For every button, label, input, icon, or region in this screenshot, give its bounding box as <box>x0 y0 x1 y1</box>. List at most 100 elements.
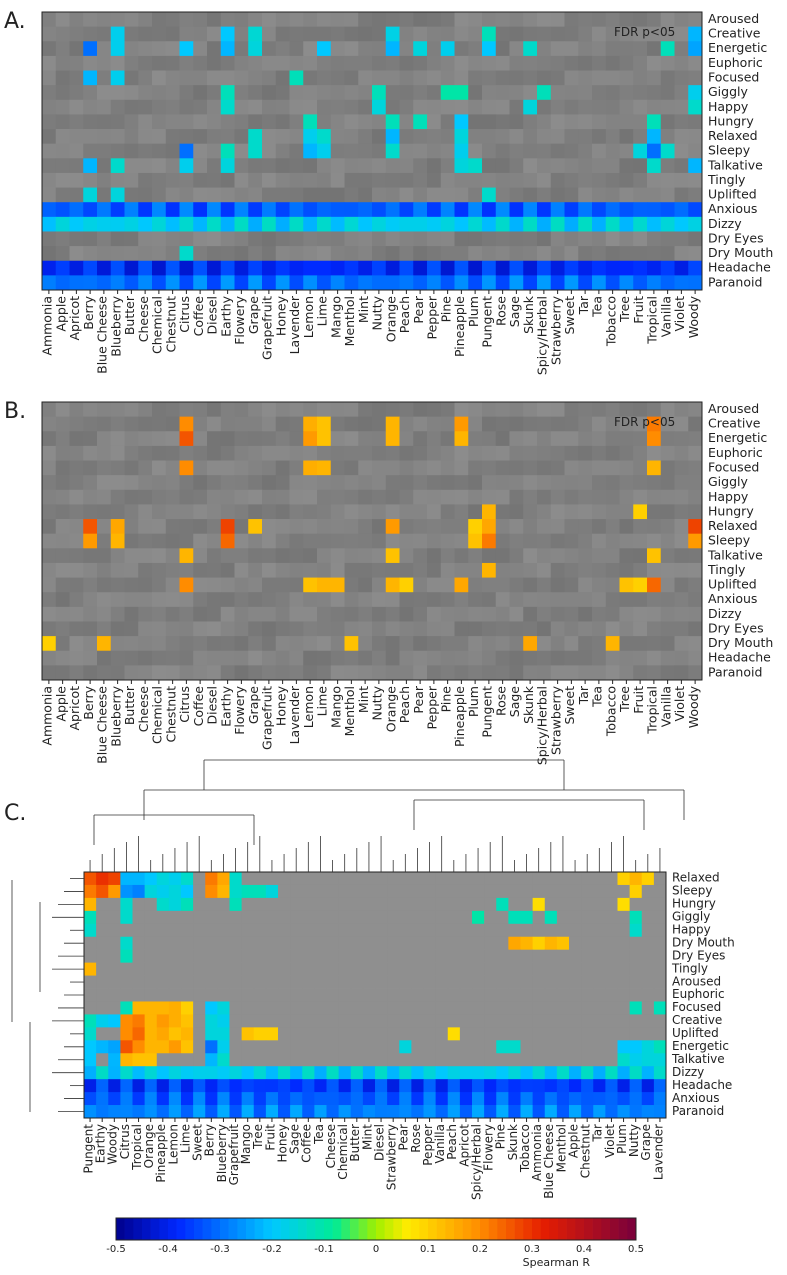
cell-Talkative-Tar <box>593 1053 606 1067</box>
cell-Aroused-Tropical <box>647 402 662 418</box>
cell-Dizzy-Apricot <box>69 216 84 232</box>
cell-Uplifted-Lemon <box>303 577 318 593</box>
cell-Aroused-Blue Cheese <box>97 12 112 28</box>
cell-Headache-Spicy/Herbal <box>472 1079 485 1093</box>
cell-Relaxed-Rose <box>495 519 510 535</box>
cell-Uplifted-Honey <box>275 187 290 203</box>
cell-Relaxed-Diesel <box>207 129 222 145</box>
cell-Happy-Berry <box>83 99 98 115</box>
cell-Giggly-Lime <box>317 475 332 491</box>
cell-Relaxed-Skunk <box>508 872 521 886</box>
col-label: Mango <box>239 1124 253 1164</box>
cell-Creative-Pine <box>440 26 455 42</box>
cell-Focused-Earthy <box>220 70 235 86</box>
cell-Dry Mouth-Butter <box>350 936 364 951</box>
cell-Hungry-Mango <box>330 504 345 520</box>
cell-Happy-Pear <box>413 489 428 505</box>
colorbar-swatch <box>454 1218 463 1240</box>
cell-Dry Eyes-Lime <box>317 231 332 247</box>
cell-Tingly-Lemon <box>168 962 182 976</box>
row-label: Sleepy <box>672 884 712 898</box>
col-label: Apple <box>53 296 68 332</box>
cell-Euphoric-Skunk <box>523 55 538 71</box>
cell-Giggly-Chestnut <box>165 85 180 101</box>
cell-Sleepy-Tar <box>578 533 593 549</box>
cell-Relaxed-Tar <box>578 129 593 145</box>
cell-Tingly-Grape <box>248 562 263 578</box>
cell-Headache-Cheese <box>138 650 153 666</box>
cell-Energetic-Sage <box>290 1040 303 1054</box>
cell-Sleepy-Chestnut <box>581 884 594 899</box>
cell-Tingly-Blue Cheese <box>97 562 112 578</box>
cell-Anxious-Tea <box>314 1092 327 1106</box>
cell-Hungry-Mango <box>241 897 255 912</box>
cell-Dry Eyes-Mint <box>358 231 373 247</box>
cell-Dry Mouth-Chestnut <box>165 246 180 262</box>
cell-Focused-Tropical <box>647 460 662 476</box>
cell-Headache-Woody <box>108 1079 121 1093</box>
cell-Uplifted-Rose <box>495 577 510 593</box>
cell-Uplifted-Vanilla <box>660 577 675 593</box>
cell-Sleepy-Strawberry <box>387 884 400 899</box>
cell-Euphoric-Chestnut <box>165 55 180 71</box>
cell-Hungry-Chemical <box>152 504 167 520</box>
cell-Anxious-Pineapple <box>454 592 469 608</box>
cell-Happy-Flowery <box>484 923 497 938</box>
cell-Headache-Berry <box>83 650 98 666</box>
cell-Hungry-Blue Cheese <box>544 897 558 912</box>
cell-Headache-Tree <box>619 650 634 666</box>
cell-Hungry-Chestnut <box>581 897 594 912</box>
colorbar-swatch <box>298 1218 307 1240</box>
col-label: Cheese <box>136 686 151 733</box>
cell-Tingly-Skunk <box>523 172 538 188</box>
cell-Relaxed-Peach <box>399 519 414 535</box>
cell-Energetic-Pungent <box>482 41 497 57</box>
cell-Dry Mouth-Orange <box>144 936 158 951</box>
cell-Dry Eyes-Citrus <box>120 949 133 964</box>
cell-Happy-Menthol <box>344 99 359 115</box>
cell-Giggly-Woody <box>688 475 703 491</box>
cell-Focused-Pungent <box>84 1001 97 1015</box>
cell-Anxious-Berry <box>83 592 98 608</box>
cell-Talkative-Apple <box>569 1053 582 1067</box>
cell-Uplifted-Nutty <box>372 187 387 203</box>
cell-Headache-Diesel <box>207 260 222 276</box>
cell-Tingly-Apple <box>55 562 70 578</box>
cell-Euphoric-Sage <box>509 55 524 71</box>
cell-Euphoric-Grapefruit <box>262 445 277 461</box>
cell-Paranoid-Tobacco <box>605 275 620 291</box>
cell-Sleepy-Vanilla <box>660 533 675 549</box>
cell-Tingly-Plum <box>468 562 483 578</box>
cell-Anxious-Tea <box>592 592 607 608</box>
cell-Giggly-Violet <box>605 910 618 925</box>
cell-Dizzy-Pepper <box>427 216 442 232</box>
cell-Creative-Plum <box>617 1014 631 1028</box>
cell-Paranoid-Blueberry <box>110 665 125 681</box>
cell-Relaxed-Cheese <box>138 129 153 145</box>
cell-Giggly-Honey <box>275 475 290 491</box>
cell-Hungry-Lavender <box>289 114 304 130</box>
cell-Talkative-Sweet <box>564 158 579 174</box>
cell-Talkative-Woody <box>688 158 703 174</box>
cell-Giggly-Cheese <box>138 85 153 101</box>
cell-Aroused-Spicy/Herbal <box>472 975 485 989</box>
cell-Headache-Chemical <box>152 650 167 666</box>
cell-Tingly-Blue Cheese <box>544 962 558 976</box>
cell-Dizzy-Pear <box>413 606 428 622</box>
cell-Energetic-Pepper <box>427 41 442 57</box>
cell-Giggly-Mint <box>358 85 373 101</box>
cell-Happy-Butter <box>350 923 364 938</box>
cell-Creative-Plum <box>468 26 483 42</box>
cell-Euphoric-Lemon <box>303 445 318 461</box>
cell-Paranoid-Chemical <box>152 665 167 681</box>
colorbar-tick: 0 <box>373 1244 379 1255</box>
cell-Dry Eyes-Berry <box>83 231 98 247</box>
cell-Dry Mouth-Apple <box>55 636 70 652</box>
cell-Paranoid-Lavender <box>289 665 304 681</box>
cell-Sleepy-Pungent <box>84 884 97 899</box>
col-label: Tree <box>617 296 632 323</box>
cell-Focused-Lime <box>317 460 332 476</box>
cell-Creative-Tree <box>253 1014 267 1028</box>
col-label: Chestnut <box>163 686 178 743</box>
row-label: Relaxed <box>708 518 758 533</box>
